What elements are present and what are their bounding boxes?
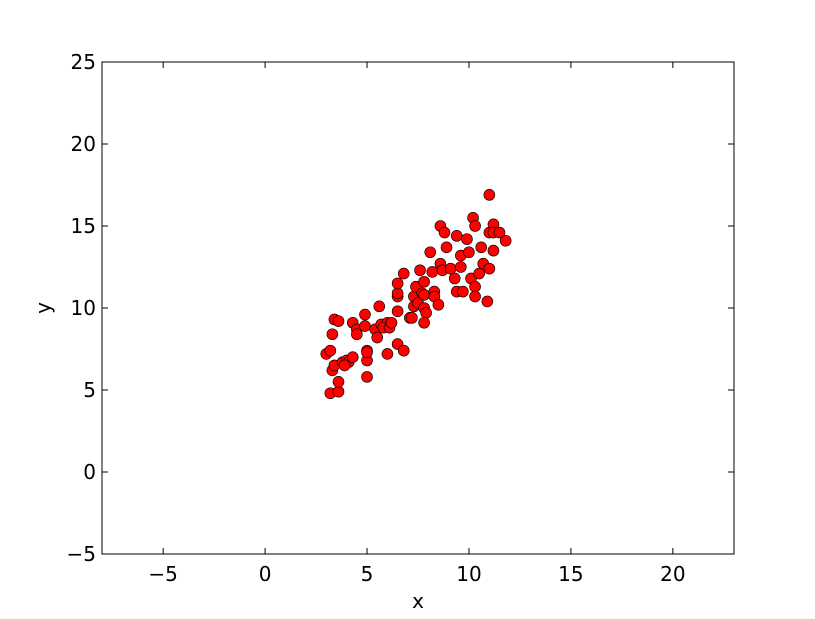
data-point: [457, 285, 469, 298]
data-point: [420, 307, 432, 319]
data-point: [397, 267, 410, 280]
x-tick-label: −5: [148, 562, 177, 586]
data-point: [385, 316, 398, 329]
data-point: [475, 241, 488, 254]
y-tick-label: 20: [71, 132, 96, 156]
x-tick-label: 15: [558, 562, 583, 586]
data-point: [361, 371, 373, 383]
data-point: [418, 316, 430, 329]
data-point: [346, 351, 359, 364]
points-layer: [320, 189, 512, 400]
data-point: [414, 264, 426, 277]
data-point: [461, 233, 473, 245]
data-point: [397, 344, 410, 357]
data-point: [448, 272, 461, 285]
data-point: [391, 305, 404, 318]
y-tick-label: 15: [71, 214, 96, 238]
data-point: [406, 312, 418, 324]
data-point: [444, 262, 457, 275]
data-point: [332, 375, 345, 388]
ticks-layer: −5 0 5 10 15 20 −5 0 5 10 15 20 25: [67, 50, 734, 586]
data-point: [324, 344, 337, 357]
data-point: [493, 226, 506, 239]
y-tick-label: 5: [83, 378, 96, 402]
y-tick-label: −5: [67, 542, 96, 566]
data-point: [373, 300, 386, 313]
data-point: [438, 226, 451, 239]
data-point: [469, 220, 481, 232]
y-tick-label: 25: [71, 50, 96, 74]
data-point: [481, 295, 494, 308]
data-point: [473, 267, 485, 280]
data-point: [359, 320, 371, 332]
data-point: [469, 280, 481, 293]
x-tick-label: 20: [660, 562, 685, 586]
data-point: [391, 287, 404, 300]
data-point: [499, 234, 512, 247]
x-tick-label: 10: [456, 562, 481, 586]
y-axis-label: y: [31, 302, 55, 314]
data-point: [371, 331, 384, 344]
data-point: [483, 189, 496, 201]
y-tick-label: 0: [83, 460, 96, 484]
x-axis-label: x: [412, 589, 424, 613]
data-point: [424, 246, 437, 259]
data-point: [440, 241, 453, 254]
x-tick-label: 0: [259, 562, 272, 586]
data-point: [359, 308, 371, 321]
data-point: [418, 289, 430, 301]
data-point: [361, 346, 373, 359]
y-tick-label: 10: [71, 296, 96, 320]
data-point: [432, 298, 445, 311]
x-tick-label: 5: [361, 562, 374, 586]
data-point: [463, 246, 475, 259]
data-point: [326, 328, 339, 341]
data-point: [381, 348, 394, 360]
data-point: [391, 277, 404, 290]
data-point: [455, 261, 467, 273]
data-point: [426, 266, 439, 278]
data-point: [332, 385, 345, 398]
data-point: [487, 244, 500, 257]
data-point: [469, 290, 481, 303]
data-point: [418, 275, 430, 288]
data-point: [483, 262, 496, 275]
data-point: [450, 230, 463, 242]
data-point: [332, 315, 345, 327]
data-point: [338, 359, 351, 372]
data-point: [351, 328, 363, 341]
